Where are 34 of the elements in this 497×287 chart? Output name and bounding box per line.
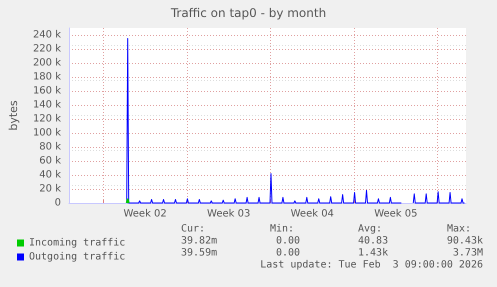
y-tick-label: 20 k (39, 184, 62, 194)
y-tick-label: 200 k (32, 58, 62, 68)
y-tick-label: 180 k (32, 72, 62, 82)
y-tick-label: 240 k (32, 30, 62, 40)
text: 0.00 (276, 248, 300, 258)
chart-title: Traffic on tap0 - by month (170, 6, 326, 20)
text: Last update: Tue Feb 3 09:00:00 2026 (260, 260, 483, 270)
y-tick-label: 40 k (39, 170, 62, 180)
y-tick-label: 120 k (32, 114, 62, 124)
text: 39.59m (181, 248, 218, 258)
x-tick-label: Week 05 (374, 208, 418, 220)
text: 1.43k (358, 248, 388, 258)
legend-label: Incoming traffic (29, 238, 126, 248)
x-tick-label: Week 02 (123, 208, 167, 220)
text: Avg: (358, 224, 382, 234)
text: 0.00 (276, 236, 300, 246)
x-tick-label: Week 04 (290, 208, 334, 220)
text: Max: (447, 224, 472, 234)
x-tick-label: Week 03 (207, 208, 250, 220)
y-tick-label: 0 (54, 198, 61, 208)
y-tick-label: 80 k (39, 142, 62, 152)
y-tick-label: 100 k (32, 128, 62, 138)
y-tick-label: 220 k (32, 44, 62, 54)
y-tick-label: 160 k (32, 86, 62, 96)
y-axis-title: bytes (7, 100, 20, 131)
y-tick-label: 140 k (32, 100, 62, 110)
text: Min: (270, 224, 294, 234)
text: 3.73M (452, 248, 483, 258)
text: 40.83 (358, 236, 388, 246)
text: 39.82m (181, 236, 218, 246)
text: Cur: (181, 224, 206, 234)
text: 90.43k (446, 236, 483, 246)
y-tick-label: 60 k (39, 156, 62, 166)
legend-label: Outgoing traffic (29, 252, 126, 262)
